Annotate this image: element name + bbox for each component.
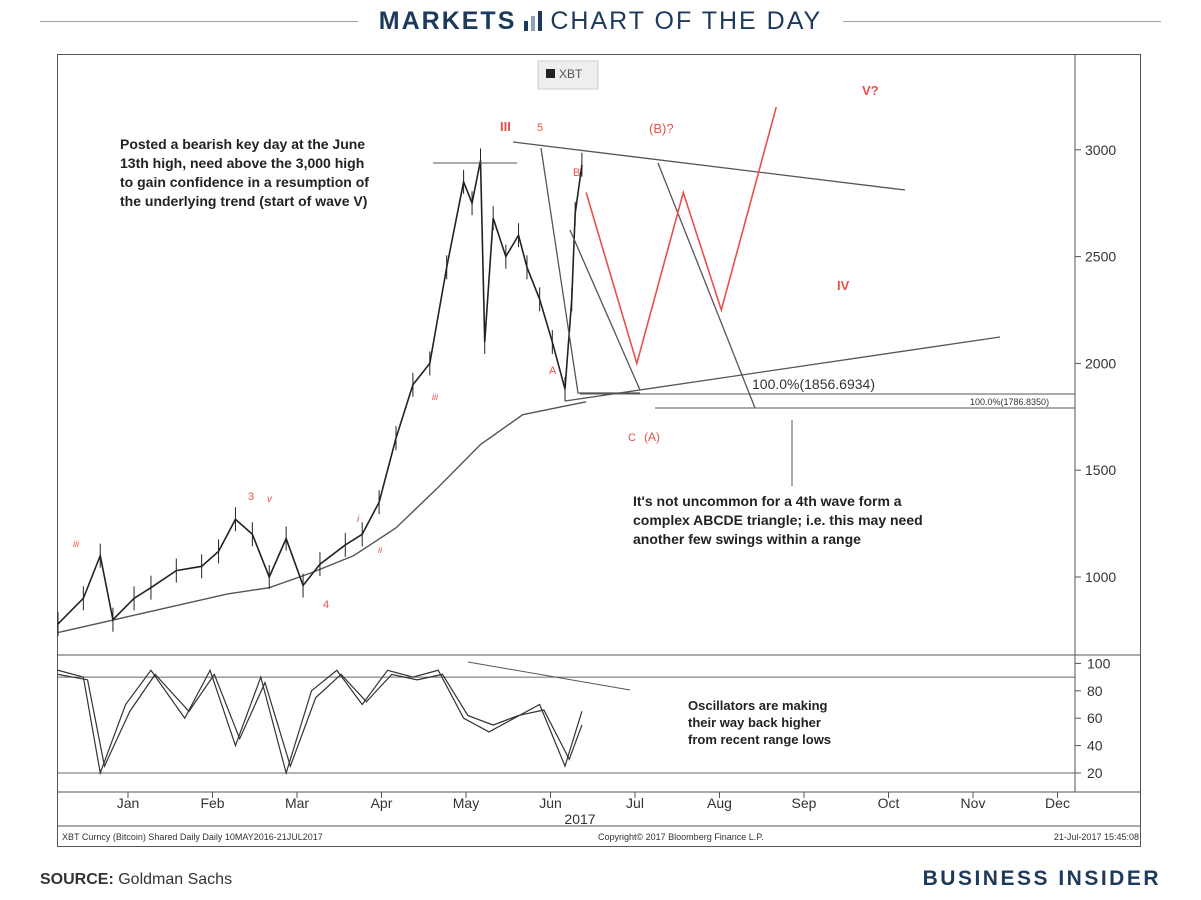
wave-label: iii <box>73 539 80 549</box>
b-to-target-leg <box>657 162 756 409</box>
header-rule-right <box>843 21 1161 22</box>
x-tick-label: May <box>453 795 479 811</box>
x-tick-label: Aug <box>707 795 732 811</box>
wave-label: 3 <box>248 491 254 503</box>
wave-label: 4 <box>323 599 329 611</box>
x-tick-label: Sep <box>792 795 817 811</box>
x-year-label: 2017 <box>564 811 595 827</box>
legend-swatch <box>546 69 555 78</box>
fib-label-1: 100.0%(1856.6934) <box>752 376 875 392</box>
osc-tick-label: 60 <box>1087 710 1103 726</box>
x-tick-label: Jun <box>539 795 562 811</box>
page-title: CHART OF THE DAY <box>550 7 823 35</box>
wave-label: v <box>267 494 273 505</box>
x-tick-label: Mar <box>285 795 309 811</box>
price-tick-label: 2500 <box>1085 249 1116 265</box>
wave-label: (B)? <box>649 121 674 136</box>
x-tick-label: Jul <box>626 795 644 811</box>
oscillator-line-2 <box>57 673 583 769</box>
wave-label: C <box>628 432 636 444</box>
chart-frame <box>57 54 1141 847</box>
legend-label: XBT <box>559 67 583 81</box>
upper-trendline <box>512 141 906 191</box>
x-tick-label: Oct <box>878 795 900 811</box>
wave-c-leg <box>569 229 641 391</box>
moving-average-line <box>57 401 587 634</box>
wave-a-leg <box>540 147 640 394</box>
x-tick-label: Apr <box>371 795 393 811</box>
header: MARKETS CHART OF THE DAY <box>0 0 1201 44</box>
header-title: MARKETS CHART OF THE DAY <box>0 6 1201 36</box>
header-rule-left <box>40 21 358 22</box>
osc-tick-label: 80 <box>1087 683 1103 699</box>
x-tick-label: Nov <box>961 795 986 811</box>
wave-label: 5 <box>537 122 543 134</box>
wave-label: B <box>573 167 580 179</box>
x-tick-label: Jan <box>117 795 140 811</box>
credit-right: 21-Jul-2017 15:45:08 <box>1054 832 1139 842</box>
oscillator-line-1 <box>57 668 583 776</box>
source-label: SOURCE: <box>40 871 114 888</box>
wave-label: III <box>500 119 511 134</box>
fib-label-2: 100.0%(1786.8350) <box>970 397 1049 407</box>
wave-label: iii <box>432 392 439 402</box>
osc-tick-label: 40 <box>1087 738 1103 754</box>
source-value: Goldman Sachs <box>118 871 233 888</box>
oscillator-divergence-line <box>467 661 631 691</box>
wave-label: A <box>549 365 557 377</box>
wave-label: V? <box>862 83 879 98</box>
x-tick-label: Feb <box>200 795 224 811</box>
price-tick-label: 1000 <box>1085 569 1116 585</box>
source-note: SOURCE: Goldman Sachs <box>40 871 232 889</box>
projection-line <box>585 106 778 367</box>
lower-trendline <box>564 336 1001 402</box>
price-tick-label: 3000 <box>1085 142 1116 158</box>
wave-label: IV <box>837 278 850 293</box>
price-tick-label: 1500 <box>1085 462 1116 478</box>
x-tick-label: Dec <box>1045 795 1070 811</box>
section-label: MARKETS <box>378 7 517 35</box>
price-line <box>57 160 583 625</box>
wave-label: i <box>357 514 360 525</box>
bar-chart-icon <box>524 11 543 31</box>
wave-label: ii <box>378 545 383 555</box>
annotation-oscillators: Oscillators are making their way back hig… <box>688 698 831 747</box>
wave-label: (A) <box>644 430 660 444</box>
osc-tick-label: 100 <box>1087 655 1111 671</box>
annotation-bearish-key-day: Posted a bearish key day at the June 13th… <box>120 136 369 209</box>
price-tick-label: 2000 <box>1085 355 1116 371</box>
credit-center: Copyright© 2017 Bloomberg Finance L.P. <box>598 832 764 842</box>
brand-logo: BUSINESS INSIDER <box>922 867 1161 890</box>
credit-left: XBT Curncy (Bitcoin) Shared Daily Daily … <box>62 832 323 842</box>
osc-tick-label: 20 <box>1087 765 1103 781</box>
